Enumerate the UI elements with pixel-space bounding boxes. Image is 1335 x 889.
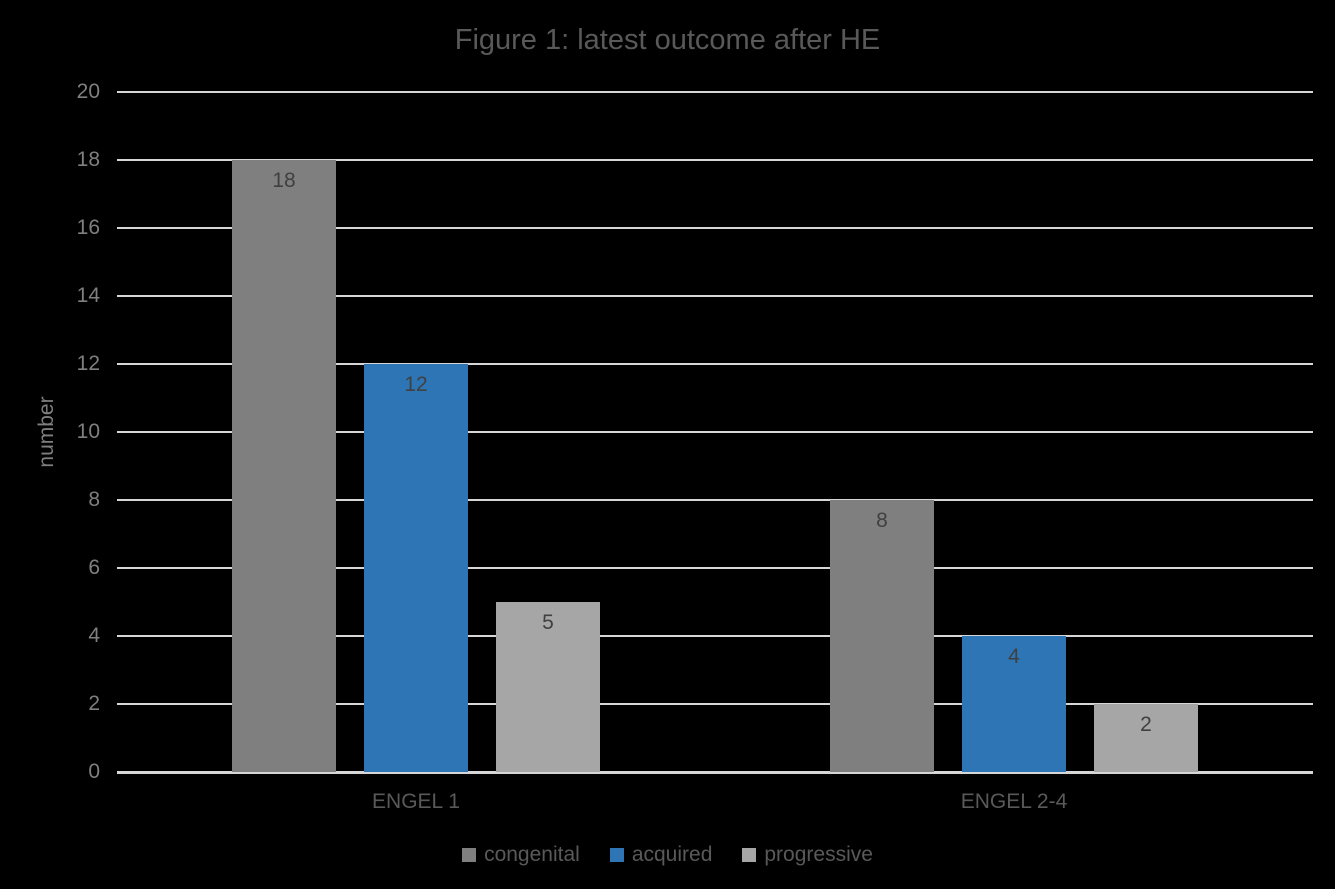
- y-tick-label: 20: [76, 80, 100, 103]
- bar-acquired-engel-2-4: 4: [962, 636, 1066, 772]
- y-tick-label: 6: [88, 556, 100, 579]
- bar-value-label: 4: [1008, 645, 1020, 668]
- bar-value-label: 18: [272, 169, 296, 192]
- bar-value-label: 8: [876, 509, 888, 532]
- y-tick-label: 4: [88, 624, 100, 647]
- x-category-label: ENGEL 2-4: [960, 790, 1068, 813]
- x-category-label: ENGEL 1: [372, 790, 460, 813]
- bar-value-label: 12: [404, 373, 428, 396]
- gridline: [117, 431, 1313, 433]
- y-tick-label: 0: [88, 760, 100, 783]
- legend-label: congenital: [484, 843, 580, 866]
- bar-congenital-engel-1: 18: [232, 160, 336, 772]
- bar-congenital-engel-2-4: 8: [830, 500, 934, 772]
- y-tick-label: 8: [88, 488, 100, 511]
- bar-value-label: 5: [542, 611, 554, 634]
- legend-item-progressive: progressive: [742, 843, 873, 867]
- bar-acquired-engel-1: 12: [364, 364, 468, 772]
- y-tick-label: 18: [76, 148, 100, 171]
- y-tick-label: 12: [76, 352, 100, 375]
- legend-swatch-congenital: [462, 848, 477, 862]
- gridline: [117, 159, 1313, 161]
- legend: congenital acquired progressive: [0, 843, 1335, 867]
- gridline: [117, 227, 1313, 229]
- y-tick-label: 2: [88, 692, 100, 715]
- gridline: [117, 567, 1313, 569]
- x-axis-line: [117, 771, 1313, 774]
- bar-value-label: 2: [1140, 713, 1152, 736]
- y-tick-label: 10: [76, 420, 100, 443]
- legend-swatch-progressive: [742, 848, 757, 862]
- plot-area: 18 8 12 4 5 2: [117, 91, 1313, 774]
- y-tick-label: 14: [76, 284, 100, 307]
- legend-item-acquired: acquired: [609, 843, 713, 867]
- gridline: [117, 295, 1313, 297]
- bar-progressive-engel-1: 5: [496, 602, 600, 772]
- gridline: [117, 703, 1313, 705]
- y-tick-label: 16: [76, 216, 100, 239]
- gridline: [117, 635, 1313, 637]
- legend-label: acquired: [631, 843, 713, 866]
- legend-label: progressive: [764, 843, 873, 866]
- gridline: [117, 91, 1313, 93]
- gridline: [117, 499, 1313, 501]
- bar-progressive-engel-2-4: 2: [1094, 704, 1198, 772]
- chart-title: Figure 1: latest outcome after HE: [454, 24, 881, 56]
- gridline: [117, 363, 1313, 365]
- legend-swatch-acquired: [609, 848, 624, 862]
- legend-item-congenital: congenital: [462, 843, 580, 867]
